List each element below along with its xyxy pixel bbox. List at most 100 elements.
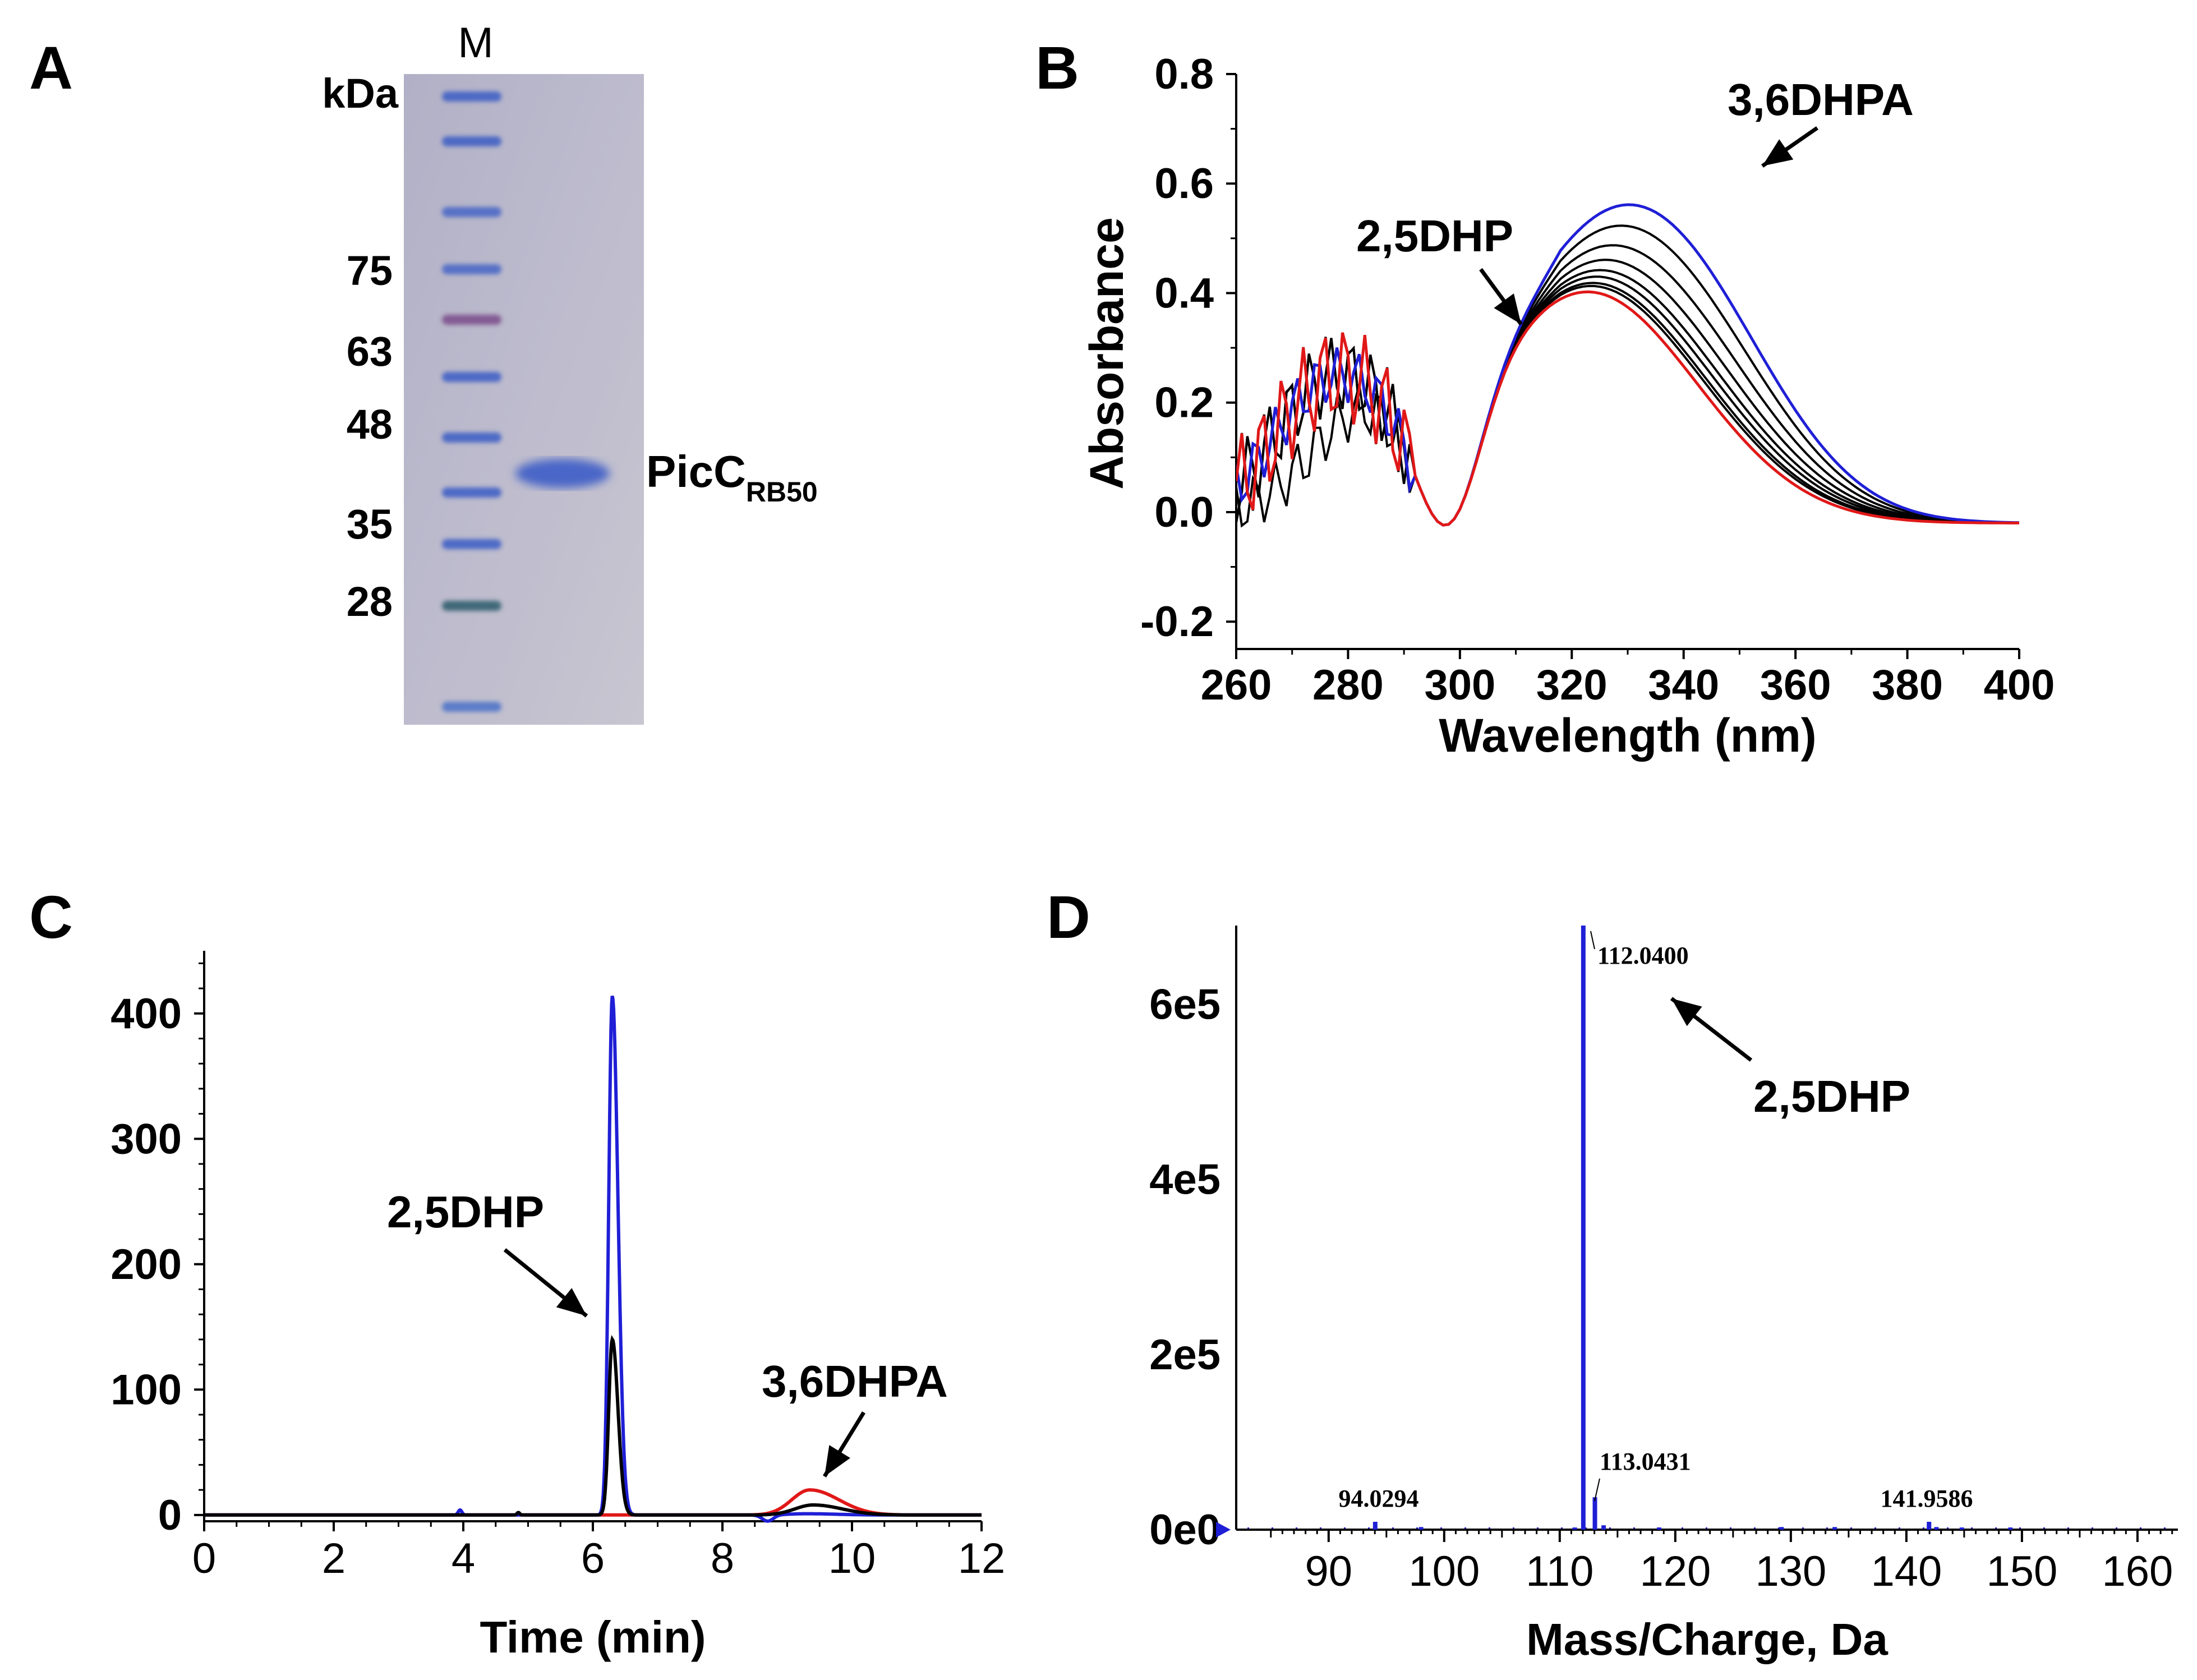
ladder-band: [442, 207, 501, 217]
ladder-band: [442, 487, 501, 498]
spectrum-peak: [1592, 1497, 1597, 1530]
spectrum-peak: [1572, 1527, 1577, 1530]
ladder-band: [442, 264, 501, 274]
arrow-25dhp-head: [1494, 293, 1521, 324]
y-tick-label: 0: [158, 1492, 182, 1539]
x-tick-label: 400: [1984, 661, 2055, 709]
x-tick-label: 120: [1639, 1548, 1711, 1595]
trace-black: [204, 1334, 982, 1517]
spectrum-line-black: [1236, 282, 2019, 528]
spectrum-peak: [1657, 1527, 1662, 1530]
spectrum-line-black: [1236, 275, 2019, 527]
ladder-lane: [442, 91, 501, 712]
y-tick-label: 0.0: [1154, 489, 1214, 536]
y-tick-label: 100: [110, 1366, 182, 1414]
x-tick-label: 130: [1755, 1548, 1826, 1595]
band-label-main: PicC: [646, 447, 746, 496]
ladder-band: [442, 372, 501, 382]
peak-label: 141.9586: [1881, 1485, 1973, 1512]
ladder-band: [442, 315, 501, 325]
gel-panel: M kDa 75 63 48 35 28 PicCRB50: [322, 19, 818, 725]
spectrum-peak: [1418, 1527, 1424, 1530]
x-tick-label: 280: [1312, 661, 1384, 709]
spectrum-peak: [1959, 1527, 1964, 1530]
y-tick-label: 400: [110, 990, 182, 1038]
panel-letter-c: C: [29, 883, 73, 951]
y-tick-label: 200: [110, 1241, 182, 1288]
hplc-chart: 0 2 4 6 8 10 12 0 100 200 300 400 Time (min) 2,5DHP 3,…: [110, 951, 1005, 1662]
annotation-36dhpa: 3,6DHPA: [762, 1356, 948, 1406]
annotation-25dhp: 2,5DHP: [1356, 211, 1513, 261]
x-tick-label: 0: [192, 1535, 216, 1582]
marker-label-48: 48: [347, 401, 393, 448]
x-tick-label: 6: [581, 1535, 605, 1582]
band-label-sub: RB50: [746, 476, 818, 508]
mass-spectrum-chart: 90 100 110 120 130 140 150 160 0e0 2e5 4e5 6e5 Mass/…: [1149, 926, 2178, 1664]
trace-red: [204, 1488, 982, 1517]
x-tick-label: 100: [1408, 1548, 1480, 1595]
x-axis-title: Time (min): [480, 1612, 706, 1662]
annotation-25dhp: 2,5DHP: [387, 1187, 544, 1237]
y-tick-label: 2e5: [1149, 1331, 1220, 1379]
panel-letter-a: A: [29, 34, 73, 102]
x-tick-label: 340: [1648, 661, 1719, 709]
spectrum-peak: [1372, 1521, 1378, 1530]
spectrum-peak: [1934, 1527, 1939, 1530]
peak-label: 94.0294: [1339, 1485, 1419, 1512]
x-tick-label: 160: [2102, 1548, 2173, 1595]
x-tick-label: 380: [1872, 661, 1943, 709]
origin-marker: [1216, 1522, 1231, 1538]
spectra-lines: [1236, 203, 2019, 528]
spectrum-line-black: [1236, 244, 2019, 527]
arrow-36dhpa-head: [1762, 139, 1794, 166]
peak-label: 113.0431: [1600, 1448, 1691, 1475]
annotation-36dhpa: 3,6DHPA: [1728, 75, 1914, 125]
spectrum-peak: [2008, 1527, 2013, 1530]
arrow-25dhp-head: [1671, 998, 1702, 1027]
y-axis-title: Absorbance: [1080, 217, 1133, 489]
ladder-band: [442, 539, 501, 549]
x-tick-label: 2: [322, 1535, 346, 1582]
lane-label-m: M: [458, 19, 493, 67]
ladder-band: [442, 136, 501, 146]
y-tick-label: -0.2: [1140, 598, 1214, 646]
y-tick-label: 0.4: [1154, 269, 1214, 317]
arrow-25dhp-head: [556, 1288, 587, 1316]
x-tick-label: 10: [828, 1535, 876, 1582]
band-label: PicCRB50: [646, 447, 818, 508]
spectra-chart: 260 280 300 320 340 360 380 400 -0.2 0.0 0.2 0.4 0.6…: [1080, 50, 2055, 762]
peak-label-leader: [1594, 1478, 1600, 1502]
ladder-band: [442, 702, 501, 712]
marker-label-28: 28: [347, 578, 393, 625]
x-tick-label: 140: [1871, 1548, 1942, 1595]
x-tick-label: 150: [1986, 1548, 2057, 1595]
x-tick-label: 90: [1305, 1548, 1353, 1595]
spectrum-peak: [1601, 1525, 1606, 1530]
ladder-band: [442, 91, 501, 102]
x-axis-title: Mass/Charge, Da: [1526, 1614, 1888, 1664]
x-tick-label: 360: [1760, 661, 1831, 709]
x-axis-title: Wavelength (nm): [1439, 709, 1817, 762]
y-tick-label: 300: [110, 1115, 182, 1163]
y-tick-label: 0e0: [1149, 1506, 1220, 1554]
spectrum-peak: [1581, 926, 1586, 1530]
x-tick-label: 4: [452, 1535, 475, 1582]
gel-image: [404, 74, 644, 725]
x-tick-label: 12: [958, 1535, 1006, 1582]
marker-label-63: 63: [347, 328, 393, 375]
x-tick-label: 8: [711, 1535, 734, 1582]
y-tick-label: 0.2: [1154, 379, 1214, 427]
arrow-36dhpa-head: [825, 1445, 850, 1476]
kda-label: kDa: [322, 70, 399, 117]
annotation-25dhp: 2,5DHP: [1753, 1071, 1910, 1121]
spectrum-peak: [1779, 1527, 1784, 1530]
protein-band: [515, 459, 610, 488]
spectrum-line-blue: [1236, 203, 2019, 527]
x-tick-label: 260: [1201, 661, 1272, 709]
ladder-band: [442, 432, 501, 443]
spectrum-line-red: [1236, 290, 2019, 527]
peak-label-leader: [1590, 931, 1595, 950]
marker-label-35: 35: [347, 501, 393, 547]
y-tick-label: 6e5: [1149, 981, 1220, 1028]
